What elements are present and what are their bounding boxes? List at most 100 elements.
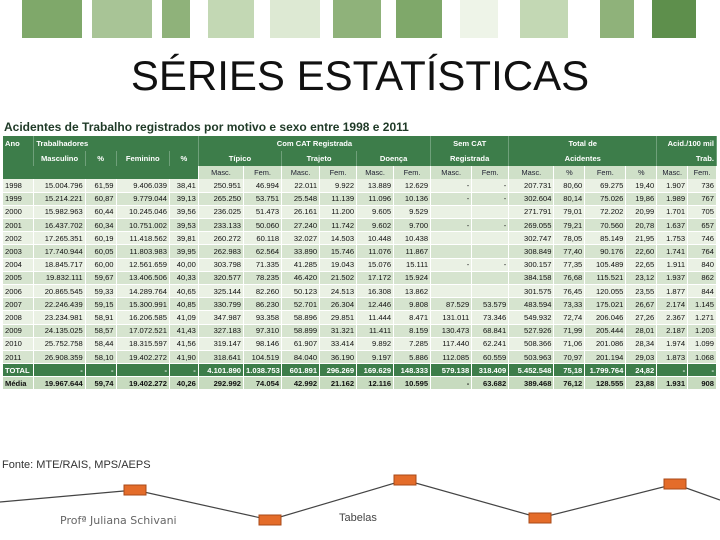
- table-cell: 93.358: [243, 310, 283, 325]
- table-cell: 13.862: [393, 284, 432, 299]
- table-cell: 59,15: [85, 297, 117, 312]
- table-cell: 327.183: [198, 324, 245, 338]
- table-row: 1999 15.214.221 60,87 9.779.044 39,13 265.250…: [3, 192, 717, 206]
- table-cell: 60,19: [85, 231, 117, 246]
- table-cell: 1.907: [656, 179, 689, 193]
- table-cell: 10.438: [393, 231, 432, 246]
- table-cell: 10.136: [393, 192, 432, 206]
- table-cell: -: [33, 363, 86, 378]
- header-row-3: Masc. Fem. Masc. Fem. Masc. Fem. Masc. F…: [3, 166, 717, 179]
- table-cell: 11.139: [319, 192, 358, 206]
- table-cell: 61,59: [85, 179, 117, 193]
- table-cell: 24.135.025: [33, 324, 86, 338]
- accident-table: Ano Trabalhadores Com CAT Registrada Sem…: [3, 136, 717, 391]
- table-cell: 77,35: [553, 258, 586, 272]
- col-acid-100mil: Acid./100 mil: [656, 136, 717, 151]
- table-cell: 28,01: [625, 324, 658, 338]
- table-cell: 26.908.359: [33, 350, 86, 365]
- table-cell: 40,26: [169, 376, 199, 391]
- table-cell: 13.406.506: [116, 271, 170, 286]
- table-cell: 19.402.272: [116, 376, 170, 391]
- table-cell: 1.753: [656, 231, 689, 246]
- table-cell: 292.992: [198, 376, 245, 391]
- footer-topic: Tabelas: [339, 512, 377, 524]
- table-cell: 18.845.717: [33, 258, 86, 272]
- table-cell: 148.333: [393, 363, 432, 378]
- col-pct-masc: %: [85, 151, 117, 166]
- table-cell: 260.272: [198, 231, 245, 246]
- table-row: 2006 20.865.545 59,33 14.289.764 40,65 325.14…: [3, 284, 717, 299]
- row-year: 2002: [3, 231, 35, 246]
- table-cell: 19.043: [319, 258, 358, 272]
- table-cell: 9.602: [356, 218, 395, 233]
- table-cell: 58,44: [85, 337, 117, 351]
- table-cell: 41,43: [169, 324, 199, 338]
- table-cell: 764: [687, 244, 717, 259]
- table-cell: 201.194: [584, 350, 627, 365]
- table-cell: 72,74: [553, 310, 586, 325]
- table-cell: 58,57: [85, 324, 117, 338]
- table-cell: 58.899: [281, 324, 321, 338]
- table-cell: 51.473: [243, 205, 283, 220]
- table-cell: 169.629: [356, 363, 395, 378]
- table-cell: 73,33: [553, 297, 586, 312]
- table-cell: -: [471, 258, 510, 272]
- table-cell: 12.446: [356, 297, 395, 312]
- table-cell: 17.072.521: [116, 324, 170, 338]
- table-cell: [430, 244, 473, 259]
- source-note: Fonte: MTE/RAIS, MPS/AEPS: [2, 459, 151, 471]
- table-cell: 39,56: [169, 205, 199, 220]
- table-cell: -: [430, 218, 473, 233]
- table-cell: 86.230: [243, 297, 283, 312]
- table-cell: 205.444: [584, 324, 627, 338]
- table-row: 2003 17.740.944 60,05 11.803.983 39,95 262.98…: [3, 244, 717, 259]
- row-label: Média: [3, 376, 35, 391]
- table-cell: 59,67: [85, 271, 117, 286]
- sub-masc: Masc.: [198, 166, 245, 179]
- table-cell: 53.579: [471, 297, 510, 312]
- row-label: TOTAL: [3, 363, 35, 378]
- decorative-block: [92, 0, 152, 38]
- table-cell: [430, 231, 473, 246]
- mean-row: Média 19.967.644 59,74 19.402.272 40,26 292.9…: [3, 376, 717, 391]
- table-cell: 508.366: [508, 337, 555, 351]
- table-cell: 4.101.890: [198, 363, 245, 378]
- table-cell: 302.747: [508, 231, 555, 246]
- data-table-container: Ano Trabalhadores Com CAT Registrada Sem…: [3, 136, 717, 455]
- table-row: 2005 19.832.111 59,67 13.406.506 40,33 320.57…: [3, 271, 717, 286]
- table-cell: 39,95: [169, 244, 199, 259]
- table-cell: [430, 205, 473, 220]
- table-cell: 20.865.545: [33, 284, 86, 299]
- sub-fem: Fem.: [243, 166, 283, 179]
- row-year: 2000: [3, 205, 35, 220]
- table-cell: 1.271: [687, 310, 717, 325]
- table-cell: -: [169, 363, 199, 378]
- table-cell: 8.159: [393, 324, 432, 338]
- table-cell: 11.742: [319, 218, 358, 233]
- table-cell: 90.176: [584, 244, 627, 259]
- table-cell: 22,65: [625, 258, 658, 272]
- table-cell: 1.989: [656, 192, 689, 206]
- table-cell: 844: [687, 284, 717, 299]
- row-year: 1999: [3, 192, 35, 206]
- table-cell: 36.190: [319, 350, 358, 365]
- table-cell: 73.346: [471, 310, 510, 325]
- table-cell: 41.285: [281, 258, 321, 272]
- table-cell: 21,95: [625, 231, 658, 246]
- table-cell: 117.440: [430, 337, 473, 351]
- table-row: 2009 24.135.025 58,57 17.072.521 41,43 327.18…: [3, 324, 717, 338]
- sub-fem: Fem.: [393, 166, 432, 179]
- table-cell: 23,88: [625, 376, 658, 391]
- table-cell: 82.260: [243, 284, 283, 299]
- header-row-2: Masculino % Feminino % Típico Trajeto Do…: [3, 151, 717, 166]
- table-cell: 25.752.758: [33, 337, 86, 351]
- col-pct-fem: %: [169, 151, 199, 166]
- table-cell: 16.437.702: [33, 218, 86, 233]
- table-cell: 10.448: [356, 231, 395, 246]
- table-cell: 2.367: [656, 310, 689, 325]
- table-cell: 296.269: [319, 363, 358, 378]
- table-title: Acidentes de Trabalho registrados por mo…: [4, 120, 409, 134]
- decorative-block: [460, 0, 498, 38]
- table-cell: -: [430, 179, 473, 193]
- row-year: 2001: [3, 218, 35, 233]
